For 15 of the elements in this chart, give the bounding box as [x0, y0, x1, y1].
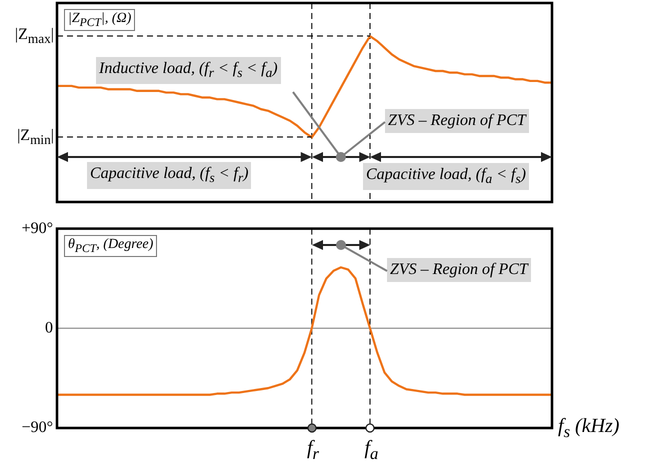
x-tick-label: f$_{r}$: [306, 437, 319, 463]
y-axis-title: θ$_{PCT}$, (Degree): [64, 234, 158, 258]
annotation: Capacitive load, (f$_{s}$ < f$_{r}$): [87, 162, 252, 189]
x-axis-title: f$_{s}$ (kHz): [558, 414, 620, 441]
x-tick-label: f$_{a}$: [364, 437, 378, 463]
annotation: ZVS – Region of PCT: [385, 109, 529, 133]
y-tick-label: +90°: [22, 220, 53, 237]
y-tick-label: 0: [45, 320, 53, 337]
text: |Z$_{max}$|: [14, 26, 54, 46]
annotation: Inductive load, (f$_{r}$ < f$_{s}$ < f$_{a}$): [96, 57, 281, 84]
y-tick-label: −90°: [22, 419, 53, 436]
y-axis-title: |Z$_{PCT}$|, (Ω): [64, 9, 136, 32]
annotation: Capacitive load, (f$_{a}$ < f$_{s}$): [363, 163, 529, 190]
annotation: ZVS – Region of PCT: [387, 258, 531, 282]
annotation: |Z$_{min}$|: [17, 127, 54, 148]
